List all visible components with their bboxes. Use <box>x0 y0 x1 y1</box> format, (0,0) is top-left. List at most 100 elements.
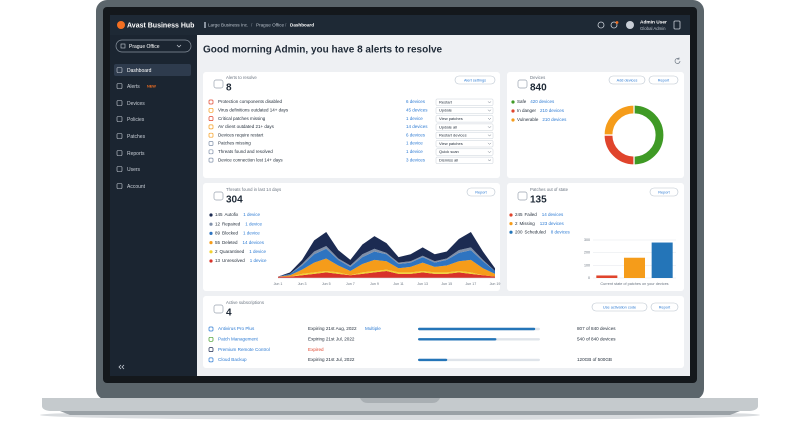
action-select[interactable] <box>435 115 494 123</box>
caret <box>176 44 182 48</box>
select-caret <box>487 109 492 112</box>
select-caret <box>487 159 492 162</box>
button[interactable] <box>649 187 679 197</box>
alert-devices[interactable]: 45 devices <box>406 107 428 112</box>
legend-devices[interactable]: 1 device <box>243 231 260 236</box>
nav-item[interactable]: Alerts <box>127 84 140 90</box>
button[interactable] <box>591 302 648 312</box>
alert-icon <box>208 116 214 121</box>
button[interactable] <box>466 187 496 197</box>
action-select[interactable] <box>435 156 494 164</box>
nav-icon <box>116 183 123 189</box>
nav-item[interactable]: Reports <box>127 151 145 157</box>
product-name[interactable]: Premium Remote Control <box>218 347 270 352</box>
x-tick-label: Jun 17 <box>465 282 476 286</box>
legend-devices[interactable]: 14 devices <box>542 212 564 217</box>
legend-devices[interactable]: 1 device <box>245 221 262 226</box>
button[interactable] <box>650 302 679 312</box>
y-tick-label: 200 <box>584 251 590 255</box>
x-tick-label: Jun 3 <box>298 282 307 286</box>
action-select[interactable] <box>435 131 494 139</box>
product-name[interactable]: Patch Management <box>218 337 259 342</box>
legend-devices[interactable]: 1 device <box>249 249 266 254</box>
product-name[interactable]: Cloud Backup <box>218 357 247 362</box>
button-label[interactable]: Report <box>658 78 670 82</box>
legend-devices[interactable]: 14 devices <box>243 240 265 245</box>
legend-count: 55 <box>215 240 221 245</box>
alert-devices[interactable]: 6 devices <box>406 99 426 104</box>
separator: / <box>251 23 253 28</box>
y-tick-label: 0 <box>588 276 590 280</box>
legend-label: Missing <box>520 221 536 226</box>
action-label[interactable]: Dismiss all <box>439 157 458 162</box>
button-label[interactable]: Report <box>659 305 671 309</box>
button-label[interactable]: Add devices <box>617 78 638 82</box>
card-count: 304 <box>226 195 243 206</box>
area <box>278 232 495 277</box>
area <box>278 248 495 277</box>
action-label[interactable]: Update <box>439 108 453 113</box>
action-select[interactable] <box>435 98 494 106</box>
action-select[interactable] <box>435 140 494 148</box>
area <box>278 271 495 278</box>
legend-value[interactable]: 210 devices <box>540 108 565 113</box>
action-label[interactable]: Restart <box>439 99 453 104</box>
alert-devices[interactable]: 3 devices <box>406 157 426 162</box>
nav-item[interactable]: Devices <box>127 101 145 107</box>
card <box>203 296 684 368</box>
legend-devices[interactable]: 1 device <box>250 258 267 263</box>
legend-devices[interactable]: 123 devices <box>540 221 565 226</box>
nav-item[interactable]: Dashboard <box>127 68 152 74</box>
button-label[interactable]: Alert settings <box>464 78 486 82</box>
refresh-icon[interactable] <box>674 57 681 64</box>
action-select[interactable] <box>435 123 494 131</box>
legend-count: 2 <box>515 221 518 226</box>
action-label[interactable]: Quick scan <box>439 149 459 154</box>
x-axis-label: Current state of patches on your devices <box>600 282 668 286</box>
user-name: Admin User <box>640 19 667 25</box>
action-select[interactable] <box>435 107 494 115</box>
area <box>278 258 495 277</box>
action-label[interactable]: View patches <box>439 141 463 146</box>
nav-item[interactable]: Account <box>127 184 146 190</box>
alert-devices[interactable]: 6 devices <box>406 132 426 137</box>
nav-item[interactable]: Policies <box>127 117 145 123</box>
nav-item[interactable]: Patches <box>127 134 146 140</box>
alert-devices[interactable]: 1 device <box>406 116 423 121</box>
card-count: 135 <box>530 195 547 206</box>
collapse-icon[interactable] <box>118 364 125 370</box>
action-select[interactable] <box>435 148 494 156</box>
alert-label: Device connection lost 14+ days <box>218 157 283 162</box>
top-icon[interactable] <box>597 21 605 29</box>
legend-devices[interactable]: 1 device <box>243 212 260 217</box>
card-icon <box>213 79 224 89</box>
button[interactable] <box>454 75 496 85</box>
button-label[interactable]: Report <box>475 190 487 194</box>
product-name[interactable]: Antivirus Pro Plus <box>218 326 255 331</box>
action-label[interactable]: View patches <box>439 116 463 121</box>
alert-label: Virus definitions outdated 14+ days <box>218 107 289 112</box>
alert-devices[interactable]: 1 device <box>406 149 423 154</box>
nav-item[interactable]: Users <box>127 167 141 173</box>
button-label[interactable]: Report <box>658 190 670 194</box>
legend-devices[interactable]: 8 devices <box>551 229 571 234</box>
avatar[interactable] <box>626 21 634 29</box>
alert-devices[interactable]: 14 devices <box>406 124 428 129</box>
legend-value[interactable]: 420 devices <box>530 99 555 104</box>
legend-value[interactable]: 210 devices <box>542 117 567 122</box>
action-label[interactable]: Restart devices <box>439 133 467 138</box>
site-selector[interactable] <box>115 39 192 53</box>
top-icon[interactable] <box>610 21 618 29</box>
button[interactable] <box>608 75 646 85</box>
extra-link[interactable]: Multiple <box>365 326 381 331</box>
button-label[interactable]: Use activation code <box>603 305 636 309</box>
button[interactable] <box>648 75 679 85</box>
x-tick-label: Jun 11 <box>393 282 404 286</box>
x-tick-label: Jun 5 <box>322 282 331 286</box>
alert-devices[interactable]: 1 device <box>406 141 423 146</box>
y-tick-label: 300 <box>584 238 590 242</box>
action-label[interactable]: Update all <box>439 124 457 129</box>
sidebar <box>110 35 197 376</box>
bar <box>596 275 618 278</box>
